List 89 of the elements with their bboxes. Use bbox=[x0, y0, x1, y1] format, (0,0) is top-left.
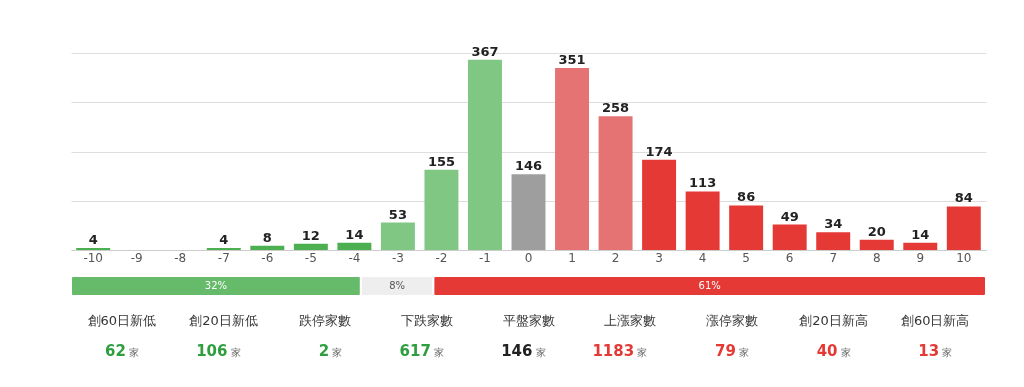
data-label: 14 bbox=[911, 226, 930, 242]
x-tick-label: 5 bbox=[742, 250, 750, 265]
text: 家 bbox=[535, 347, 546, 358]
x-tick-label: 6 bbox=[785, 250, 794, 265]
data-label: 617 bbox=[399, 342, 431, 360]
bar bbox=[772, 224, 807, 250]
bar bbox=[642, 159, 677, 250]
bar bbox=[946, 206, 981, 250]
bar bbox=[598, 116, 633, 250]
x-tick-label: -5 bbox=[304, 250, 317, 265]
bar bbox=[424, 169, 459, 250]
text: 家 bbox=[332, 347, 343, 358]
data-label: 32% bbox=[204, 280, 228, 291]
data-label: 8% bbox=[389, 280, 406, 291]
x-tick-label: -10 bbox=[83, 250, 103, 265]
category-label: 創20日新高 bbox=[799, 313, 868, 328]
data-label: 86 bbox=[737, 189, 756, 205]
data-label: 79 bbox=[714, 342, 736, 360]
x-tick-label: 4 bbox=[698, 250, 707, 265]
bar bbox=[555, 68, 590, 250]
data-label: 367 bbox=[471, 43, 499, 59]
x-tick-label: 8 bbox=[872, 250, 881, 265]
x-tick-label: 3 bbox=[655, 250, 663, 265]
x-tick-label: -3 bbox=[391, 250, 404, 265]
x-tick-label: -6 bbox=[261, 250, 274, 265]
data-label: 146 bbox=[501, 342, 533, 360]
data-label: 174 bbox=[645, 143, 673, 159]
data-label: 113 bbox=[689, 175, 717, 191]
text: 家 bbox=[738, 347, 749, 358]
x-tick-label: 2 bbox=[611, 250, 620, 265]
x-tick-label: -8 bbox=[174, 250, 187, 265]
text: 家 bbox=[840, 347, 851, 358]
data-label: 40 bbox=[816, 342, 838, 360]
bar bbox=[511, 174, 546, 250]
bar bbox=[903, 242, 938, 250]
x-tick-label: 7 bbox=[829, 250, 838, 265]
category-label: 創60日新低 bbox=[87, 313, 157, 328]
data-label: 351 bbox=[558, 52, 586, 68]
category-label: 平盤家數 bbox=[502, 313, 555, 328]
bar bbox=[729, 205, 764, 250]
data-label: 2 bbox=[318, 342, 330, 360]
text: 家 bbox=[230, 347, 241, 358]
bar bbox=[859, 239, 894, 250]
category-label: 下跌家數 bbox=[400, 313, 453, 328]
x-tick-label: -1 bbox=[478, 250, 491, 265]
bar bbox=[467, 59, 502, 250]
x-tick-label: -7 bbox=[217, 250, 230, 265]
data-label: 4 bbox=[219, 231, 229, 247]
data-label: 146 bbox=[514, 158, 543, 174]
data-label: 49 bbox=[780, 208, 799, 224]
data-label: 61% bbox=[698, 280, 721, 291]
bar bbox=[816, 232, 851, 250]
bar bbox=[250, 245, 285, 250]
data-label: 258 bbox=[601, 100, 630, 116]
bar bbox=[380, 222, 415, 250]
bar bbox=[337, 242, 372, 250]
x-tick-label: -4 bbox=[348, 250, 361, 265]
category-label: 創60日新高 bbox=[900, 313, 970, 328]
text: 家 bbox=[128, 347, 139, 358]
data-label: 53 bbox=[388, 206, 407, 222]
data-label: 84 bbox=[954, 190, 973, 206]
category-label: 漲停家數 bbox=[705, 313, 758, 328]
x-tick-label: 1 bbox=[568, 250, 576, 265]
bar bbox=[76, 247, 111, 250]
bar bbox=[685, 191, 720, 250]
category-label: 上漲家數 bbox=[604, 313, 657, 328]
category-label: 創20日新低 bbox=[189, 313, 258, 328]
data-label: 12 bbox=[301, 227, 320, 243]
x-tick-label: -2 bbox=[435, 250, 448, 265]
bar bbox=[206, 247, 241, 250]
x-tick-label: -9 bbox=[130, 250, 143, 265]
data-label: 62 bbox=[104, 342, 126, 360]
bar bbox=[293, 243, 328, 250]
data-label: 8 bbox=[262, 229, 272, 245]
category-label: 跌停家數 bbox=[299, 313, 352, 328]
x-tick-label: 10 bbox=[956, 250, 972, 265]
text: 家 bbox=[637, 347, 648, 358]
text: 家 bbox=[433, 347, 444, 358]
data-label: 34 bbox=[824, 216, 843, 232]
data-label: 13 bbox=[918, 342, 940, 360]
data-label: 20 bbox=[867, 223, 886, 239]
data-label: 106 bbox=[196, 342, 228, 360]
x-tick-label: 9 bbox=[916, 250, 925, 265]
data-label: 1183 bbox=[592, 342, 635, 360]
x-tick-label: 0 bbox=[524, 250, 533, 265]
text: 家 bbox=[942, 347, 953, 358]
data-label: 14 bbox=[345, 226, 364, 242]
data-label: 155 bbox=[427, 153, 456, 169]
data-label: 4 bbox=[88, 231, 98, 247]
